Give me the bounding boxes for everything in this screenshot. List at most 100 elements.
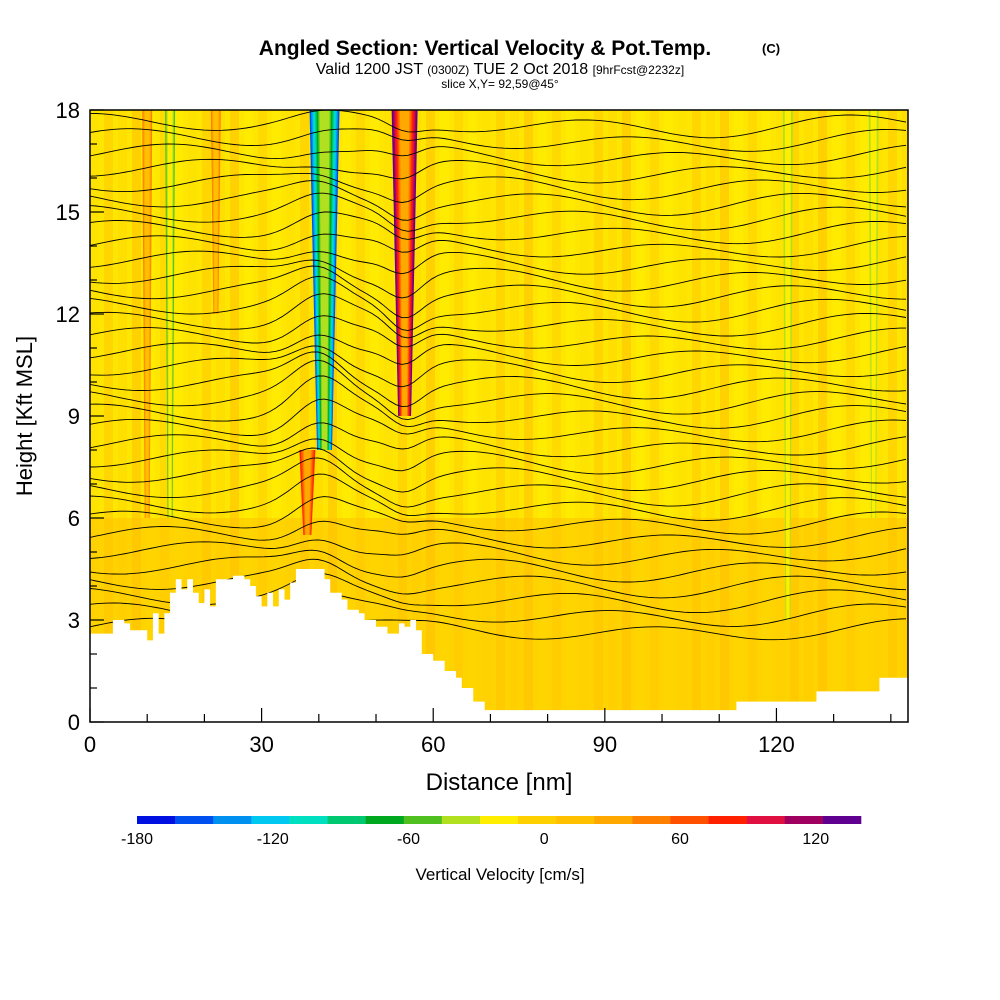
velocity-band bbox=[300, 110, 309, 722]
velocity-band bbox=[160, 110, 169, 722]
colorbar-swatch bbox=[441, 816, 481, 824]
velocity-band bbox=[734, 110, 743, 722]
velocity-band bbox=[258, 110, 267, 722]
velocity-band bbox=[594, 110, 603, 722]
theta-contour bbox=[90, 265, 907, 319]
velocity-band bbox=[650, 110, 659, 722]
velocity-band bbox=[454, 110, 463, 722]
y-tick-label: 18 bbox=[56, 98, 80, 123]
theta-contour bbox=[90, 293, 907, 339]
theta-contour bbox=[90, 315, 906, 350]
theta-contour bbox=[90, 128, 907, 152]
subtitle-prefix: Valid 1200 JST bbox=[316, 61, 424, 78]
velocity-band bbox=[356, 110, 365, 722]
chart-subtitle: Valid 1200 JST (0300Z) TUE 2 Oct 2018 [9… bbox=[316, 61, 684, 78]
velocity-band bbox=[104, 110, 113, 722]
velocity-band bbox=[860, 110, 869, 722]
theta-contour bbox=[90, 359, 907, 421]
velocity-band bbox=[510, 110, 519, 722]
velocity-band bbox=[748, 110, 757, 722]
theta-contour bbox=[90, 496, 907, 535]
colorbar-swatch bbox=[479, 816, 519, 824]
velocity-band bbox=[678, 110, 687, 722]
theta-contour bbox=[90, 172, 907, 203]
colorbar-tick-label: -120 bbox=[257, 831, 289, 848]
colorbar-swatch bbox=[708, 816, 747, 824]
theta-contour bbox=[90, 447, 907, 493]
velocity-band bbox=[496, 110, 505, 722]
theta-contour bbox=[90, 143, 907, 167]
velocity-band bbox=[482, 110, 491, 722]
subtitle-date: TUE 2 Oct 2018 bbox=[473, 61, 588, 78]
y-tick-label: 12 bbox=[56, 302, 80, 327]
velocity-band bbox=[440, 110, 449, 722]
velocity-band bbox=[524, 110, 533, 722]
colorbar-swatch bbox=[175, 816, 214, 824]
y-tick-label: 3 bbox=[68, 608, 80, 633]
colorbar-swatch bbox=[137, 816, 176, 824]
x-tick-label: 0 bbox=[84, 732, 96, 757]
theta-contour bbox=[90, 438, 907, 475]
updraft-plume bbox=[213, 110, 219, 314]
x-tick-label: 90 bbox=[593, 732, 617, 757]
colorbar-swatch bbox=[594, 816, 633, 824]
terrain-mask bbox=[90, 569, 908, 722]
x-tick-label: 60 bbox=[421, 732, 445, 757]
x-tick-label: 120 bbox=[758, 732, 795, 757]
velocity-band bbox=[636, 110, 645, 722]
theta-contour bbox=[90, 180, 907, 221]
x-tick-label: 30 bbox=[249, 732, 273, 757]
updraft-plume bbox=[303, 450, 311, 535]
chart-title: Angled Section: Vertical Velocity & Pot.… bbox=[259, 37, 711, 60]
theta-contour bbox=[90, 192, 907, 232]
velocity-band bbox=[888, 110, 897, 722]
theta-contour bbox=[90, 275, 907, 332]
velocity-band bbox=[664, 110, 673, 722]
velocity-band bbox=[692, 110, 701, 722]
subtitle-fcst: [9hrFcst@2232z] bbox=[593, 63, 685, 77]
theta-contour bbox=[90, 334, 907, 366]
downdraft-plume bbox=[167, 110, 173, 518]
velocity-band bbox=[874, 110, 883, 722]
velocity-band bbox=[538, 110, 547, 722]
velocity-band bbox=[566, 110, 575, 722]
colorbar-swatch bbox=[556, 816, 595, 824]
colorbar-tick-label: -180 bbox=[121, 831, 153, 848]
subtitle-utc: (0300Z) bbox=[427, 63, 469, 77]
colorbar-swatch bbox=[251, 816, 290, 824]
velocity-band bbox=[202, 110, 211, 722]
colorbar-swatch bbox=[670, 816, 709, 824]
velocity-band bbox=[342, 110, 351, 722]
velocity-band bbox=[174, 110, 183, 722]
velocity-band bbox=[118, 110, 127, 722]
velocity-band bbox=[272, 110, 281, 722]
velocity-band bbox=[412, 110, 421, 722]
velocity-band bbox=[244, 110, 253, 722]
theta-contour bbox=[90, 539, 907, 566]
colorbar-swatch bbox=[327, 816, 366, 824]
y-tick-label: 0 bbox=[68, 710, 80, 735]
velocity-band bbox=[468, 110, 477, 722]
velocity-band bbox=[776, 110, 785, 722]
colorbar-swatch bbox=[518, 816, 557, 824]
theta-contour bbox=[90, 457, 907, 508]
theta-contour bbox=[90, 398, 907, 443]
velocity-band bbox=[832, 110, 841, 722]
theta-contour bbox=[90, 549, 907, 583]
colorbar-swatch bbox=[784, 816, 824, 824]
velocity-band bbox=[286, 110, 295, 722]
colorbar-tick-label: 60 bbox=[671, 831, 689, 848]
plot-area bbox=[90, 110, 908, 722]
theta-contour bbox=[90, 345, 907, 388]
colorbar-tick-label: -60 bbox=[397, 831, 420, 848]
colorbar-tick-label: 120 bbox=[802, 831, 829, 848]
colorbar bbox=[137, 816, 862, 824]
theta-contour bbox=[90, 259, 907, 299]
updraft-plume bbox=[399, 110, 410, 416]
theta-contour bbox=[90, 375, 907, 429]
velocity-band bbox=[384, 110, 393, 722]
velocity-band bbox=[804, 110, 813, 722]
theta-contour bbox=[90, 473, 907, 521]
y-tick-label: 6 bbox=[68, 506, 80, 531]
